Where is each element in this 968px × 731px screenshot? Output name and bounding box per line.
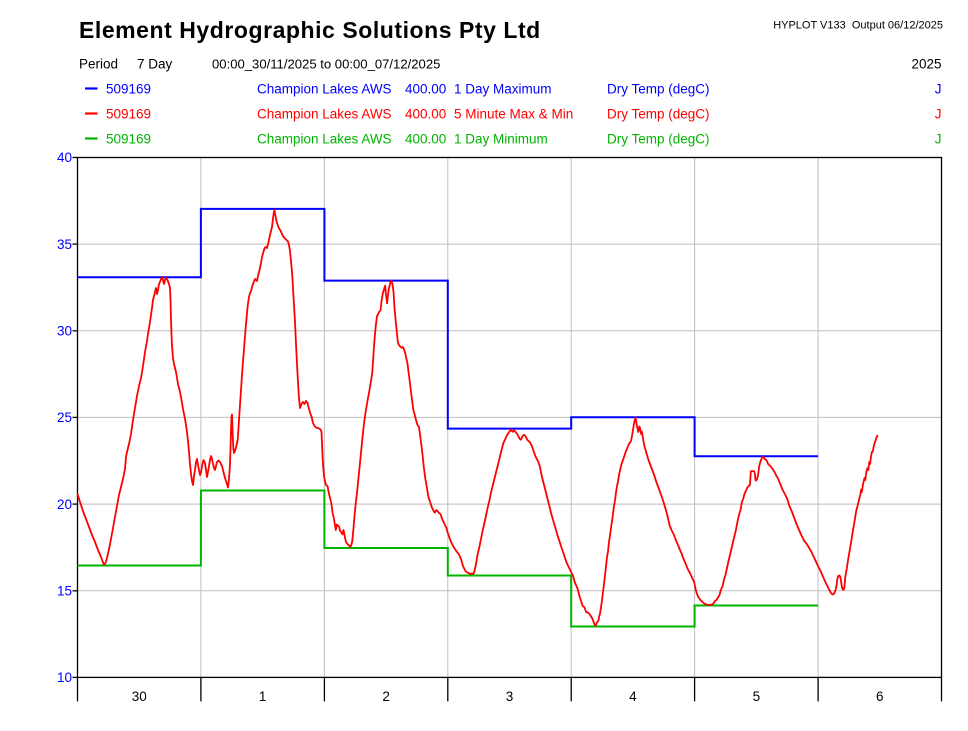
svg-text:3: 3 bbox=[506, 689, 514, 704]
svg-text:00:00_30/11/2025 to 00:00_07/1: 00:00_30/11/2025 to 00:00_07/12/2025 bbox=[212, 57, 440, 72]
svg-text:30: 30 bbox=[132, 689, 147, 704]
svg-text:400.00: 400.00 bbox=[405, 82, 446, 97]
svg-text:10: 10 bbox=[57, 670, 72, 685]
svg-text:25: 25 bbox=[57, 410, 72, 425]
svg-text:6: 6 bbox=[876, 689, 884, 704]
svg-text:4: 4 bbox=[629, 689, 637, 704]
svg-text:1 Day Minimum: 1 Day Minimum bbox=[454, 132, 548, 147]
svg-text:7 Day: 7 Day bbox=[137, 57, 173, 72]
svg-text:Champion Lakes AWS: Champion Lakes AWS bbox=[257, 107, 392, 122]
svg-text:J: J bbox=[935, 107, 942, 122]
svg-text:509169: 509169 bbox=[106, 132, 151, 147]
svg-text:Element Hydrographic Solutions: Element Hydrographic Solutions Pty Ltd bbox=[79, 17, 541, 43]
svg-text:509169: 509169 bbox=[106, 82, 151, 97]
svg-text:40: 40 bbox=[57, 150, 72, 165]
svg-text:400.00: 400.00 bbox=[405, 107, 446, 122]
svg-text:J: J bbox=[935, 132, 942, 147]
svg-text:15: 15 bbox=[57, 584, 72, 599]
svg-text:Period: Period bbox=[79, 57, 118, 72]
svg-text:20: 20 bbox=[57, 497, 72, 512]
svg-text:35: 35 bbox=[57, 237, 72, 252]
svg-text:Dry Temp (degC): Dry Temp (degC) bbox=[607, 132, 710, 147]
svg-text:HYPLOT V133 Output 06/12/2025: HYPLOT V133 Output 06/12/2025 bbox=[773, 20, 943, 32]
svg-text:1: 1 bbox=[259, 689, 267, 704]
svg-text:2025: 2025 bbox=[911, 57, 941, 72]
svg-text:Dry Temp (degC): Dry Temp (degC) bbox=[607, 107, 710, 122]
svg-text:400.00: 400.00 bbox=[405, 132, 446, 147]
svg-text:5: 5 bbox=[753, 689, 761, 704]
svg-text:2: 2 bbox=[382, 689, 390, 704]
svg-text:30: 30 bbox=[57, 324, 72, 339]
svg-text:Dry Temp (degC): Dry Temp (degC) bbox=[607, 82, 710, 97]
svg-text:Champion Lakes AWS: Champion Lakes AWS bbox=[257, 132, 392, 147]
svg-text:509169: 509169 bbox=[106, 107, 151, 122]
svg-text:1 Day Maximum: 1 Day Maximum bbox=[454, 82, 552, 97]
svg-text:5 Minute Max & Min: 5 Minute Max & Min bbox=[454, 107, 573, 122]
svg-text:Champion Lakes AWS: Champion Lakes AWS bbox=[257, 82, 392, 97]
svg-text:J: J bbox=[935, 82, 942, 97]
